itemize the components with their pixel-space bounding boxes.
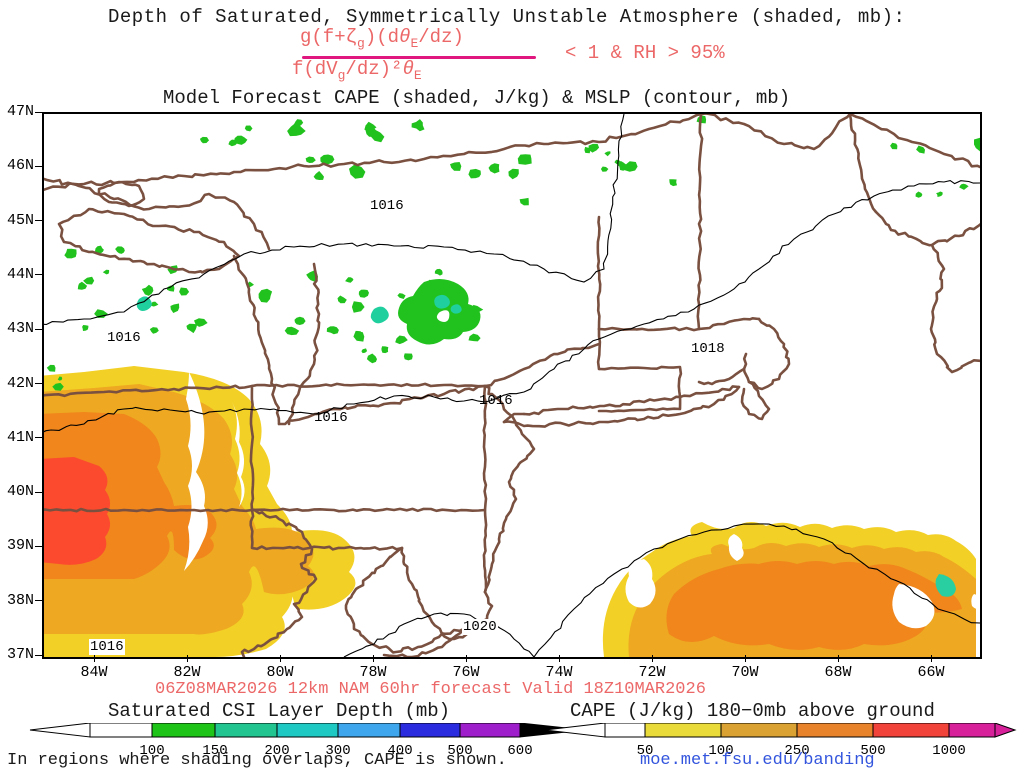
svg-text:1000: 1000 [932,743,966,759]
svg-text:600: 600 [507,743,532,759]
